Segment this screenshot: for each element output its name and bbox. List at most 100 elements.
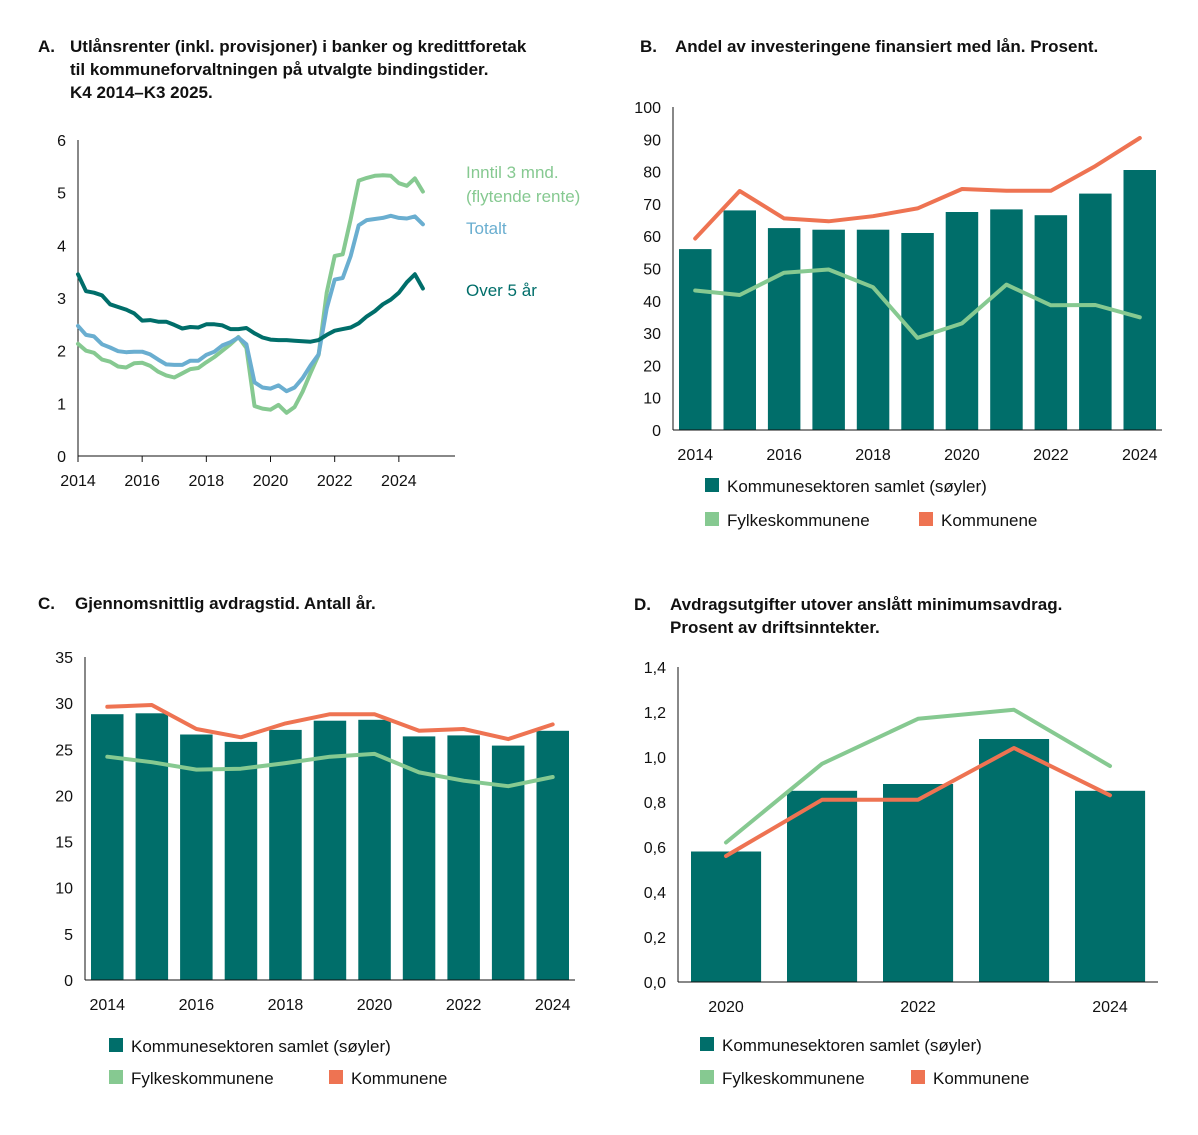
y-tick-label: 40 xyxy=(643,294,661,311)
y-tick-label: 2 xyxy=(57,344,66,361)
bar-2015 xyxy=(135,713,169,980)
legend-label-line1: Fylkeskommunene xyxy=(722,1069,865,1088)
y-tick-label: 10 xyxy=(55,881,73,898)
legend-swatch-bars xyxy=(109,1038,123,1052)
y-tick-label: 35 xyxy=(55,650,73,667)
y-tick-label: 30 xyxy=(55,696,73,713)
x-tick-label: 2022 xyxy=(1033,447,1069,464)
bars xyxy=(91,713,569,980)
bar-2016 xyxy=(180,734,213,980)
panel-title-line: Utlånsrenter (inkl. provisjoner) i banke… xyxy=(70,37,527,56)
x-tick-label: 2014 xyxy=(60,473,96,490)
bar-2022 xyxy=(447,735,480,980)
y-tick-label: 70 xyxy=(643,197,661,214)
x-tick-label: 2024 xyxy=(535,997,571,1014)
series-line-kommunene xyxy=(105,703,555,742)
legend-label-line2: Kommunene xyxy=(941,511,1037,530)
bar-2017 xyxy=(812,229,845,430)
x-tick-label: 2014 xyxy=(677,447,713,464)
y-tick-label: 0 xyxy=(57,449,66,466)
x-tick-label: 2022 xyxy=(446,997,482,1014)
y-tick-label: 1,2 xyxy=(644,705,666,722)
x-axis: 2014 2016 2018 2020 2022 2024 xyxy=(60,456,417,490)
series-line-over-5-r xyxy=(76,272,425,344)
bar-2018 xyxy=(856,229,890,430)
y-axis: 0,0 0,2 0,4 0,6 0,8 1,0 1,2 1,4 xyxy=(644,660,679,992)
legend-label-line1: Fylkeskommunene xyxy=(727,511,870,530)
legend-swatch-line1 xyxy=(109,1070,123,1084)
panel-title-line: Prosent av driftsinntekter. xyxy=(670,618,880,637)
bar-2023 xyxy=(1079,193,1112,430)
series-line-fylkeskommunene xyxy=(693,267,1142,340)
bar-2021 xyxy=(990,209,1023,430)
y-tick-label: 20 xyxy=(643,358,661,375)
y-tick-label: 0,4 xyxy=(644,885,666,902)
y-tick-label: 4 xyxy=(57,238,66,255)
bar-2022 xyxy=(1034,215,1068,430)
bar-2023 xyxy=(491,745,525,980)
y-tick-label: 5 xyxy=(57,186,66,203)
y-tick-label: 0,6 xyxy=(644,840,666,857)
y-tick-label: 100 xyxy=(634,100,661,117)
legend-label-bars: Kommunesektoren samlet (søyler) xyxy=(131,1037,391,1056)
legend-swatch-bars xyxy=(705,478,719,492)
bar-2016 xyxy=(767,228,801,430)
y-tick-label: 3 xyxy=(57,291,66,308)
x-tick-label: 2022 xyxy=(900,999,936,1016)
y-axis: 0 5 10 15 20 25 30 35 xyxy=(55,650,86,990)
bar-2015 xyxy=(723,210,756,430)
y-tick-label: 10 xyxy=(643,391,661,408)
legend-swatch-line1 xyxy=(700,1070,714,1084)
bar-2023 xyxy=(979,739,1050,982)
series-line-inntil-3-mnd-flytende-rente- xyxy=(76,173,425,415)
panel-letter: C. xyxy=(38,594,55,613)
y-tick-label: 90 xyxy=(643,132,661,149)
series-line-totalt xyxy=(76,213,425,394)
y-axis: 0 1 2 3 4 5 6 xyxy=(57,133,79,466)
y-tick-label: 30 xyxy=(643,326,661,343)
panel-title-line: til kommuneforvaltningen på utvalgte bin… xyxy=(70,60,488,79)
series-label: Totalt xyxy=(466,219,507,238)
legend-label-bars: Kommunesektoren samlet (søyler) xyxy=(727,477,987,496)
bar-2021 xyxy=(402,736,436,980)
bars xyxy=(679,170,1156,430)
y-tick-label: 80 xyxy=(643,165,661,182)
x-axis: 2014 2016 2018 2020 2022 2024 xyxy=(677,447,1157,464)
x-tick-label: 2016 xyxy=(179,997,215,1014)
bar-2022 xyxy=(883,784,954,982)
x-tick-label: 2020 xyxy=(944,447,980,464)
panel-title-line: Andel av investeringene finansiert med l… xyxy=(675,37,1098,56)
bar-2020 xyxy=(358,719,391,980)
x-tick-label: 2016 xyxy=(124,473,160,490)
panel-title-line: Gjennomsnittlig avdragstid. Antall år. xyxy=(75,594,376,613)
legend-swatch-line2 xyxy=(911,1070,925,1084)
panel-letter: B. xyxy=(640,37,657,56)
series-label: (flytende rente) xyxy=(466,187,580,206)
legend-swatch-line1 xyxy=(705,512,719,526)
y-tick-label: 1,4 xyxy=(644,660,666,677)
bar-2021 xyxy=(787,790,858,983)
x-tick-label: 2018 xyxy=(189,473,225,490)
y-tick-label: 1,0 xyxy=(644,750,666,767)
y-tick-label: 0,8 xyxy=(644,795,666,812)
bar-2018 xyxy=(269,729,302,980)
legend-swatch-line2 xyxy=(919,512,933,526)
legend-swatch-bars xyxy=(700,1037,714,1051)
bar-2019 xyxy=(901,233,934,430)
series-label: Inntil 3 mnd. xyxy=(466,163,559,182)
panel-title-line: Avdragsutgifter utover anslått minimumsa… xyxy=(670,595,1062,614)
bar-2020 xyxy=(691,851,762,982)
x-tick-label: 2020 xyxy=(253,473,289,490)
y-tick-label: 0 xyxy=(652,423,661,440)
x-tick-label: 2024 xyxy=(1122,447,1158,464)
legend: Kommunesektoren samlet (søyler) Fylkeskom… xyxy=(109,1037,447,1088)
x-axis: 2020 2022 2024 xyxy=(708,999,1128,1016)
panel-C: C. Gjennomsnittlig avdragstid. Antall år.… xyxy=(38,594,575,1088)
bar-2014 xyxy=(91,714,124,980)
bar-2014 xyxy=(679,249,712,430)
x-tick-label: 2018 xyxy=(268,997,304,1014)
panel-D: D. Avdragsutgifter utover anslått minimum… xyxy=(634,595,1158,1088)
bar-2024 xyxy=(1123,170,1156,430)
x-tick-label: 2014 xyxy=(89,997,125,1014)
